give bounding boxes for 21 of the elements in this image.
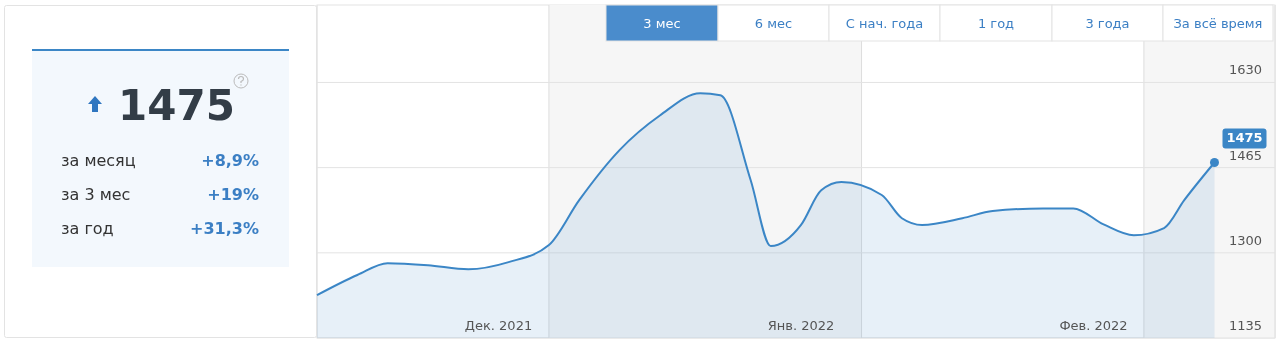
text: +19%: [207, 185, 259, 204]
y-tick-label: 1300: [1228, 232, 1262, 248]
text: 1475: [118, 81, 235, 130]
annotation: 6 мес: [754, 16, 793, 31]
x-tick-label: Янв. 2022: [767, 318, 835, 333]
x-tick-label: Фев. 2022: [1059, 318, 1128, 333]
annotation: За всё время: [1173, 16, 1263, 31]
y-tick-label: 1135: [1228, 318, 1262, 333]
x-tick-label: Дек. 2021: [464, 318, 533, 333]
annotation: 3 года: [1085, 16, 1130, 31]
y-tick-label: 1630: [1228, 62, 1262, 78]
text: за 3 мес: [61, 185, 131, 204]
annotation: С нач. года: [845, 16, 924, 31]
annotation: 1 год: [977, 16, 1015, 31]
text: +8,9%: [201, 151, 259, 170]
text: за месяц: [61, 151, 136, 170]
y-tick-label: 1465: [1228, 147, 1262, 163]
annotation: 3 мес: [643, 16, 681, 31]
data-label: 1475: [1226, 130, 1263, 146]
text: +31,3%: [190, 219, 259, 238]
text: за год: [61, 219, 114, 238]
